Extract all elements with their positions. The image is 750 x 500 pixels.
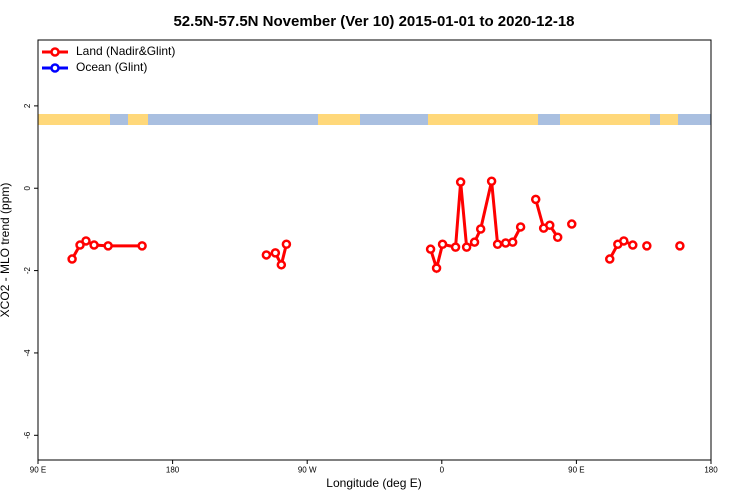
data-point xyxy=(515,222,526,232)
x-tick-label: 180 xyxy=(166,466,180,475)
x-tick-label: 0 xyxy=(440,466,445,475)
data-point xyxy=(552,232,563,242)
data-point xyxy=(507,237,518,247)
data-point xyxy=(628,240,638,250)
legend-label: Ocean (Glint) xyxy=(76,60,147,74)
data-point xyxy=(103,241,113,251)
data-point xyxy=(675,241,685,251)
data-point xyxy=(486,176,497,186)
y-tick-label: 0 xyxy=(23,185,32,190)
y-tick-label: -4 xyxy=(23,349,32,357)
y-tick-label: -2 xyxy=(23,266,32,274)
data-point xyxy=(475,224,486,234)
data-point xyxy=(545,220,555,231)
data-point xyxy=(281,239,292,249)
data-point xyxy=(567,219,577,229)
chart-title: 52.5N-57.5N November (Ver 10) 2015-01-01… xyxy=(173,13,574,30)
legend-marker xyxy=(50,47,60,57)
data-point xyxy=(261,250,272,260)
data-point xyxy=(469,237,480,247)
data-point xyxy=(437,239,448,249)
y-tick-label: -6 xyxy=(23,431,32,439)
data-point xyxy=(67,254,77,264)
data-point xyxy=(75,240,85,250)
data-point xyxy=(530,194,541,205)
data-point xyxy=(89,240,99,250)
data-point xyxy=(425,244,436,254)
data-point xyxy=(492,239,503,249)
land-ocean-strip xyxy=(38,114,711,125)
data-point xyxy=(81,236,91,246)
x-tick-label: 90 E xyxy=(30,466,46,475)
legend-marker xyxy=(50,63,60,73)
x-tick-label: 90 E xyxy=(568,466,584,475)
data-point xyxy=(619,236,629,246)
data-point xyxy=(455,177,466,187)
x-tick-label: 90 W xyxy=(298,466,317,475)
data-point xyxy=(461,242,472,252)
data-point xyxy=(642,241,652,251)
data-point xyxy=(450,242,461,252)
data-point xyxy=(605,254,615,264)
data-point xyxy=(276,260,287,270)
data-point xyxy=(137,241,147,251)
x-axis-label: Longitude (deg E) xyxy=(326,476,421,490)
series-line xyxy=(72,181,680,268)
x-tick-label: 180 xyxy=(704,466,718,475)
plot-frame xyxy=(37,39,712,461)
legend-label: Land (Nadir&Glint) xyxy=(76,44,175,58)
y-axis-label: XCO2 - MLO trend (ppm) xyxy=(0,183,12,318)
data-point xyxy=(431,263,442,273)
y-tick-label: 2 xyxy=(23,103,32,108)
data-point xyxy=(270,248,281,258)
